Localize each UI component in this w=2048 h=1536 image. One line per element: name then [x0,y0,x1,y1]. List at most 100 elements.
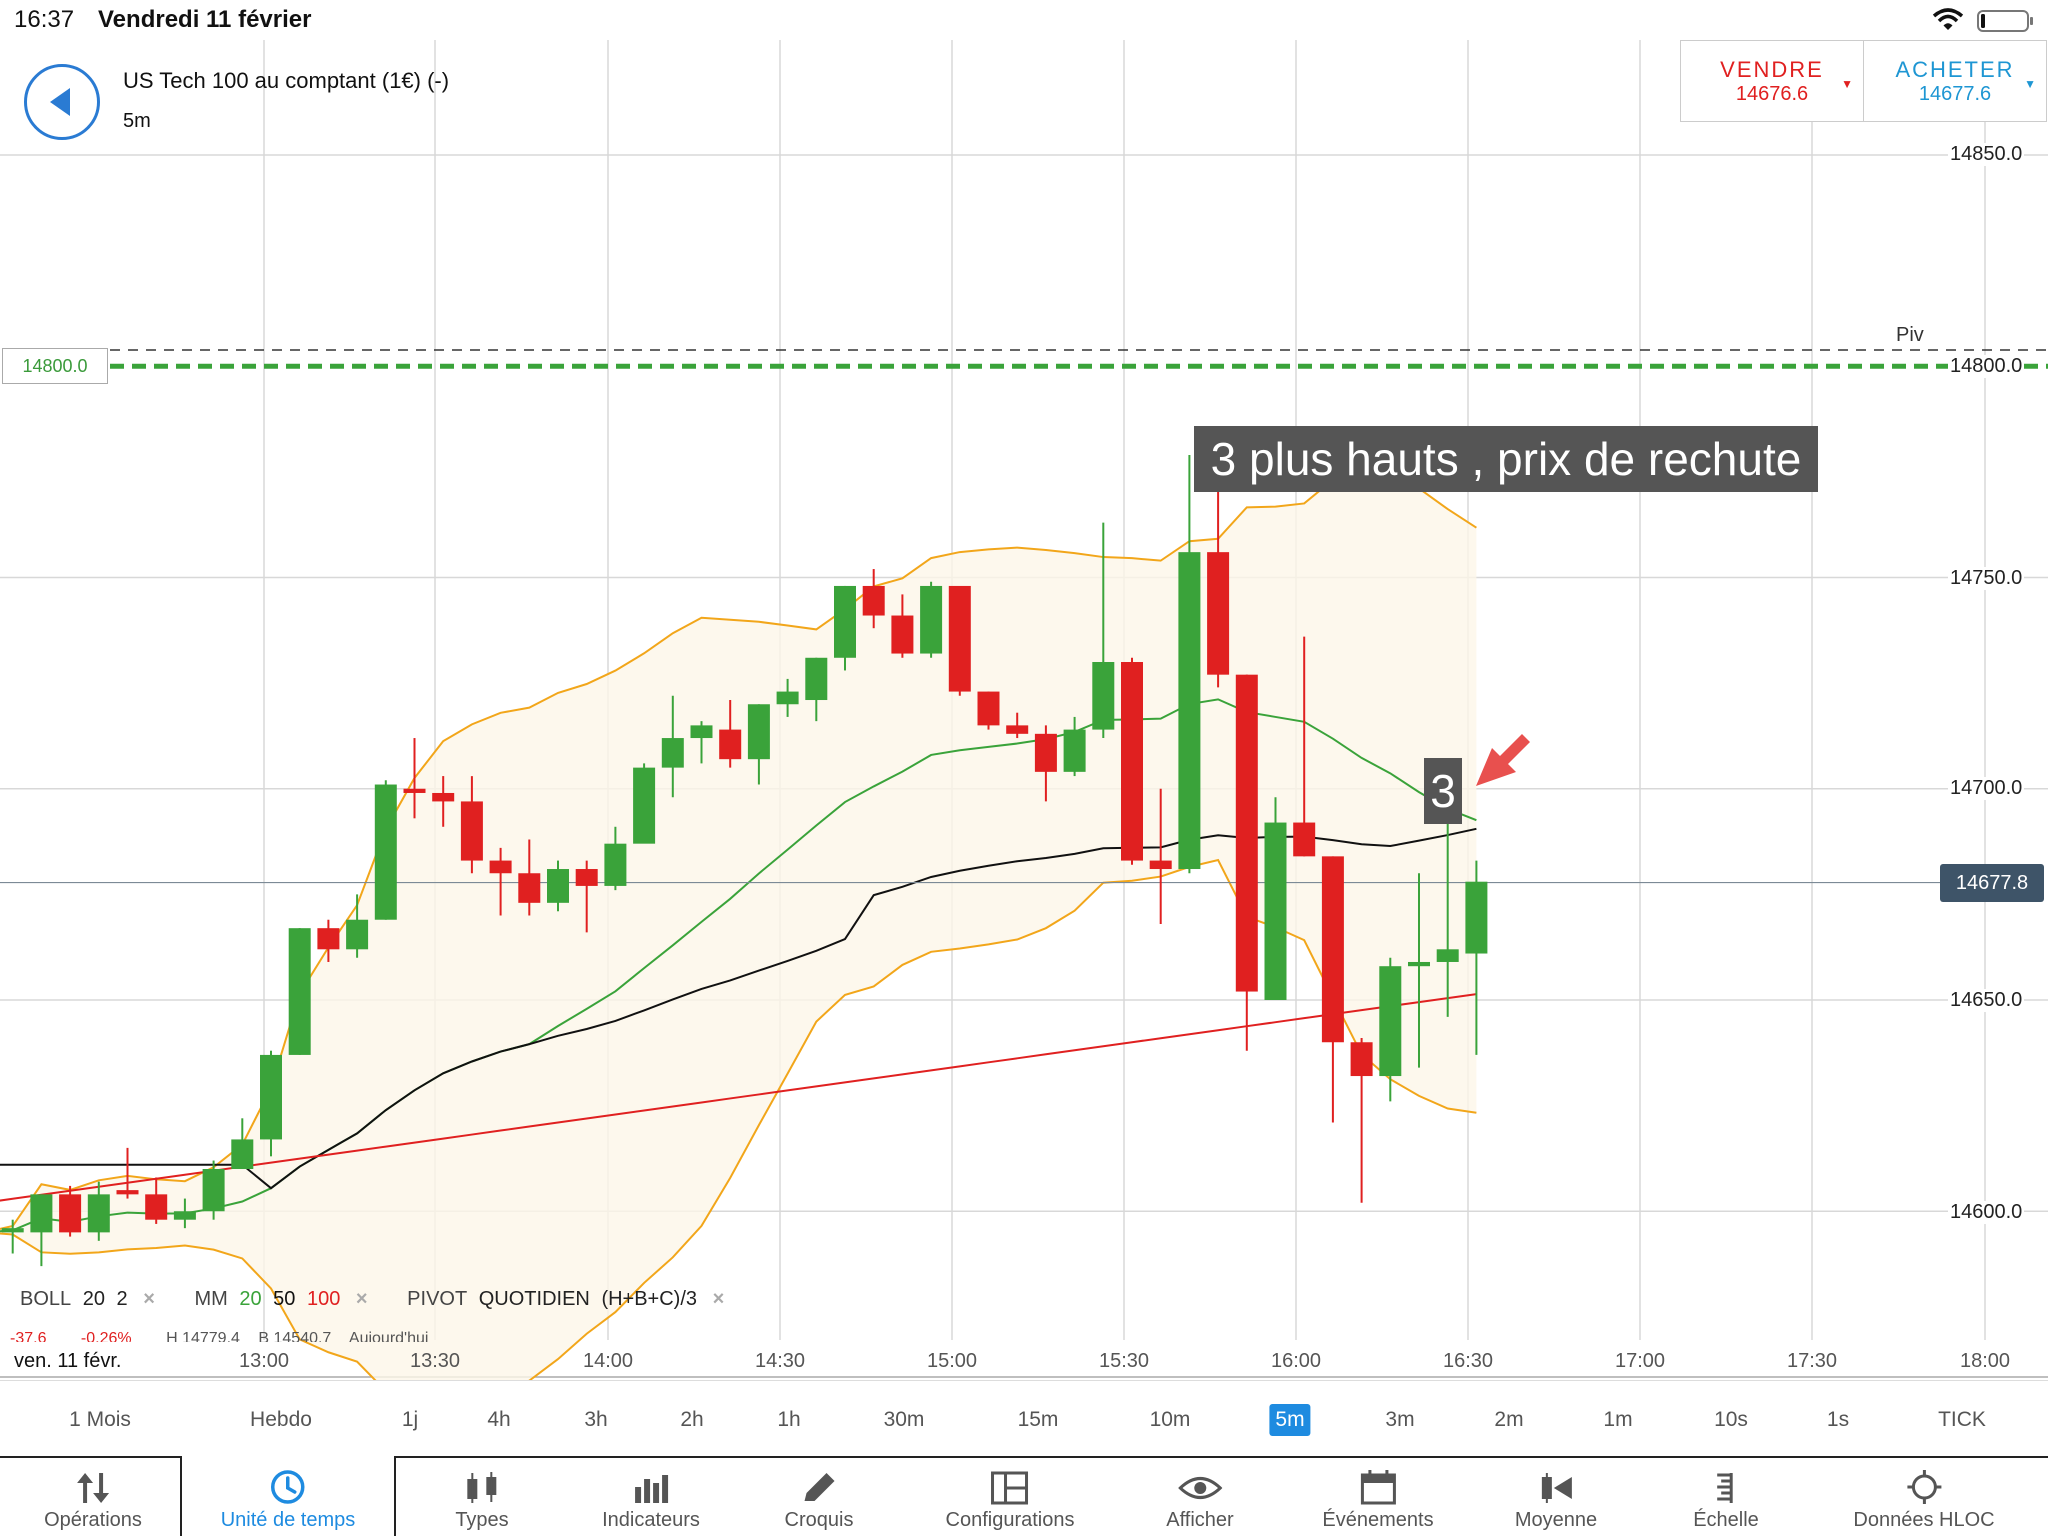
tool-configurations[interactable]: Configurations [946,1456,1074,1536]
y-axis-label: 14800.0 [1948,355,2025,378]
tool-indicateurs[interactable]: Indicateurs [602,1456,700,1536]
timeframe-1-mois[interactable]: 1 Mois [69,1408,131,1431]
boll-period: 20 [82,1288,105,1310]
candle-body [489,860,512,874]
time-axis-label: 15:00 [926,1350,978,1372]
time-axis-label: 18:00 [1959,1350,2011,1372]
wifi-icon [1932,8,1964,30]
current-price-tag: 14677.8 [1940,864,2044,902]
candle-body [1178,552,1201,870]
tool-operations[interactable]: Opérations [44,1456,142,1536]
status-time: 16:37 [14,6,75,33]
timeframe-30m[interactable]: 30m [883,1408,925,1431]
y-axis-label: 14600.0 [1948,1201,2025,1224]
mm-period-20: 20 [239,1288,262,1310]
timeframe-10s[interactable]: 10s [1714,1408,1748,1431]
candle-body [202,1169,225,1212]
candle-body [977,691,1000,726]
tool-afficher[interactable]: Afficher [1166,1456,1234,1536]
buy-button[interactable]: ACHETER 14677.6 ▼ [1863,41,2046,121]
candle-body [575,869,598,886]
candle-body [1379,966,1402,1077]
timeframe-15m[interactable]: 15m [1017,1408,1059,1431]
candle-body [518,873,541,903]
timeframe-1h[interactable]: 1h [777,1408,801,1431]
tool-croquis[interactable]: Croquis [785,1456,853,1536]
candle-body [317,928,340,950]
candle-body [1149,860,1172,870]
mm-period-50: 50 [273,1288,296,1310]
back-button[interactable] [24,64,100,140]
buy-price: 14677.6 [1918,82,1992,105]
candle-body [1063,729,1086,772]
tool-evenements[interactable]: Événements [1322,1456,1434,1536]
timeframe-2h[interactable]: 2h [680,1408,704,1431]
candle-body [1465,881,1488,954]
tool-echelle[interactable]: Échelle [1693,1456,1759,1536]
remove-pivot-button[interactable]: × [712,1288,725,1310]
time-axis-label: 16:00 [1270,1350,1322,1372]
sell-button[interactable]: VENDRE 14676.6 ▼ [1681,41,1863,121]
candle-body [432,792,455,802]
annotation-count[interactable]: 3 [1424,758,1462,824]
candle-body [87,1194,110,1233]
tool-moyenne[interactable]: Moyenne [1515,1456,1597,1536]
remove-mm-button[interactable]: × [355,1288,368,1310]
scale-icon [1716,1473,1733,1503]
candle-body [403,788,426,793]
tool-unite-de-temps[interactable]: Unité de temps [221,1456,355,1536]
pivot-formula: (H+B+C)/3 [601,1288,698,1310]
tool-types[interactable]: Types [455,1456,509,1536]
stats-low: B 14540.7 [258,1330,332,1342]
instrument-name: US Tech 100 au comptant (1€) (-) [123,68,450,93]
timeframe-4h[interactable]: 4h [487,1408,511,1431]
candle-body [862,585,885,616]
y-axis-label: 14650.0 [1948,989,2025,1012]
candle-body [1408,961,1430,967]
candle-body [346,919,369,950]
pivot-price-tag: 14800.0 [2,348,108,384]
timeframe-3m[interactable]: 3m [1385,1408,1415,1431]
candle-body [834,585,856,658]
sell-caret-icon: ▼ [1841,77,1853,91]
indicator-legend: BOLL 20 2 × MM 20 50 100 × PIVOT QUOTIDI… [20,1288,758,1311]
candle-body [633,767,656,844]
y-axis-label: 14750.0 [1948,567,2025,590]
candle-body [260,1054,282,1140]
annotation-note[interactable]: 3 plus hauts , prix de rechute [1194,426,1818,492]
timeframe-5m[interactable]: 5m [1269,1404,1311,1436]
battery-icon [1977,10,2033,32]
candle-body [948,585,971,692]
sell-label: VENDRE [1720,56,1824,82]
time-axis-label: 13:30 [409,1350,461,1372]
candle-body [1264,822,1287,1000]
remove-boll-button[interactable]: × [143,1288,155,1310]
pivot-period: QUOTIDIEN [478,1288,590,1310]
timeframe-3h[interactable]: 3h [584,1408,608,1431]
timeframe-tick[interactable]: TICK [1938,1408,1986,1431]
stats-session: Aujourd'hui [348,1330,429,1342]
candle-body [1006,725,1029,734]
candle-body [59,1194,82,1233]
candle-body [460,801,483,861]
timeframe-1s[interactable]: 1s [1826,1408,1850,1431]
trade-box: VENDRE 14676.6 ▼ ACHETER 14677.6 ▼ [1680,40,2047,122]
timeframe-1m[interactable]: 1m [1603,1408,1633,1431]
candlestick-icon [466,1472,496,1503]
candle-body [747,704,770,760]
candle-body [661,738,684,768]
pencil-icon [804,1473,835,1501]
pivot-name: PIVOT [407,1288,468,1310]
price-chart[interactable] [0,0,2048,1380]
mm-period-100: 100 [306,1288,341,1310]
candle-body [1034,733,1057,772]
timeframe-2m[interactable]: 2m [1494,1408,1524,1431]
candle-body [547,869,569,903]
back-arrow-icon [50,88,70,116]
candle-body [1350,1042,1373,1077]
timeframe-hebdo[interactable]: Hebdo [250,1408,312,1431]
candle-body [604,843,627,886]
timeframe-10m[interactable]: 10m [1149,1408,1191,1431]
timeframe-1j[interactable]: 1j [401,1408,419,1431]
tool-donnees-hloc[interactable]: Données HLOC [1853,1456,1995,1536]
